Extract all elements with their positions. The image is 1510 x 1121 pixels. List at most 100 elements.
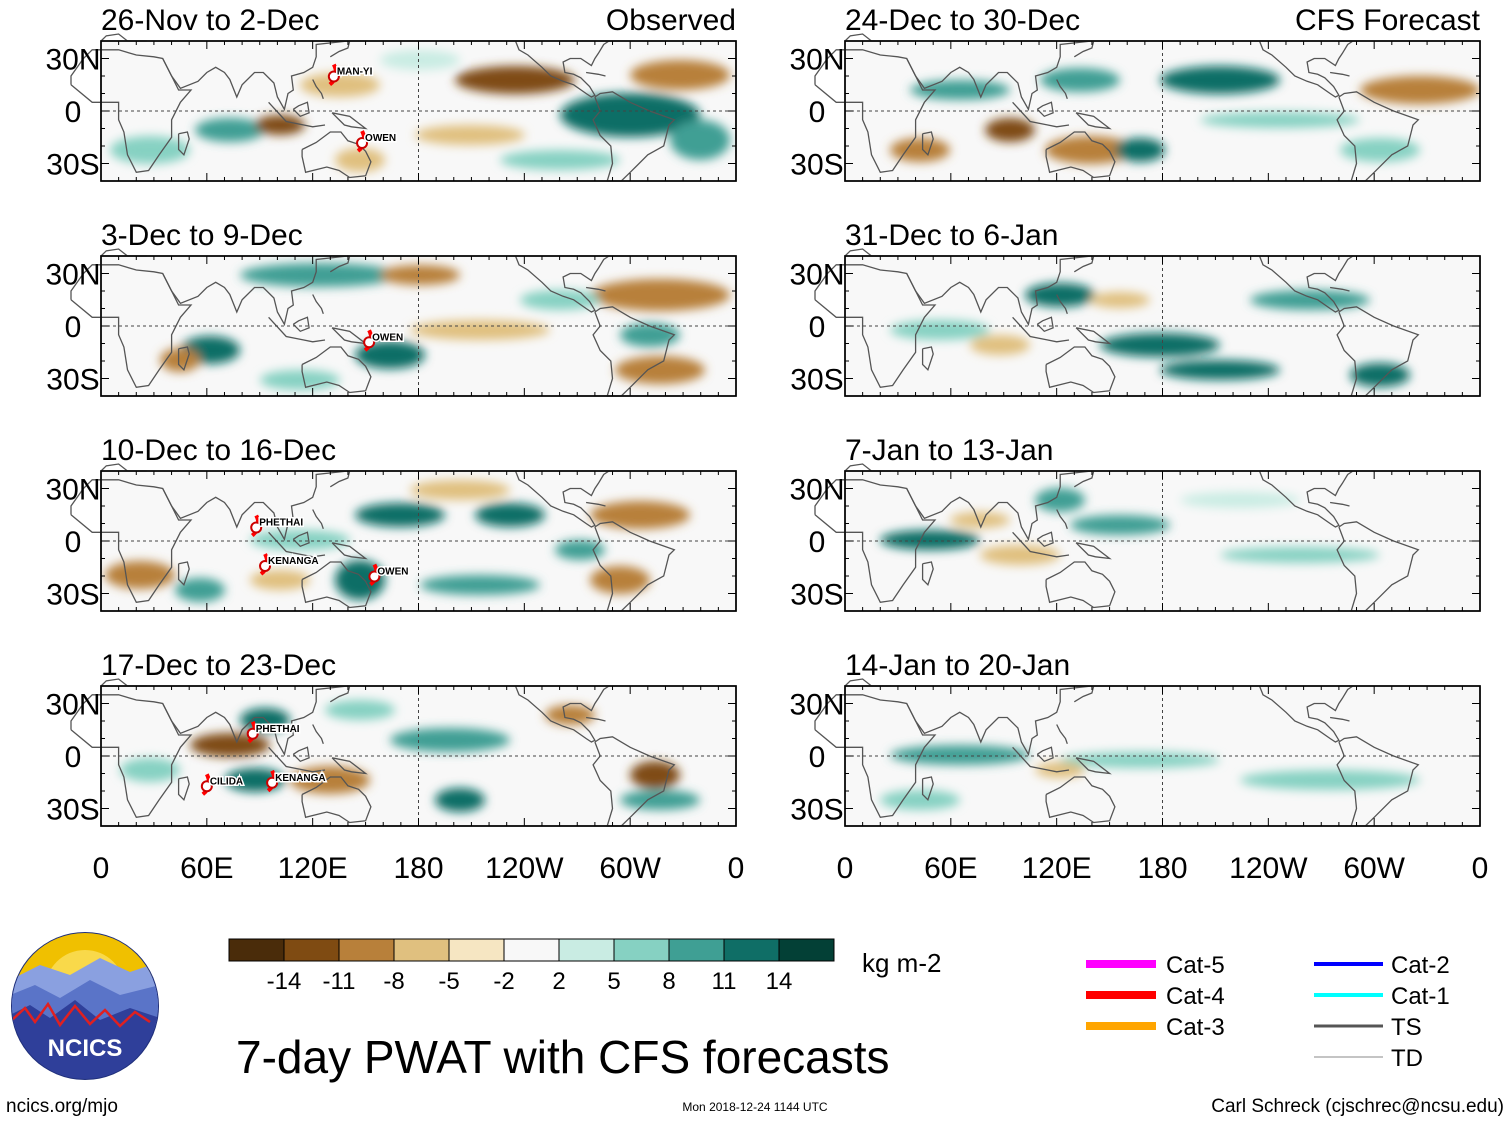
coastline [514,40,610,98]
coastline [1330,716,1350,722]
storm-marker[interactable]: PHETHAI [250,514,305,538]
lon-label: 0 [728,852,745,885]
coastline [921,561,934,587]
timestamp: Mon 2018-12-24 1144 UTC [682,1100,828,1114]
colorbar-segment [393,938,450,962]
coastline [331,542,368,560]
observed-panel-2: 3-Dec to 9-Dec [100,219,737,397]
coastline [1073,255,1095,273]
storm-marker[interactable]: MAN-YI [327,63,374,87]
panel-period-title: 10-Dec to 16-Dec [101,434,336,467]
storm-symbol-icon [200,780,213,793]
coastline [177,346,190,372]
panel-frame: 30N 0 30S [789,463,1481,612]
lon-label: 0 [1472,852,1489,885]
panel-frame: 30N 0 30S [789,33,1481,182]
colorbar-segment [228,938,285,962]
forecast-panel-3: 7-Jan to 13-Jan [844,434,1481,612]
storm-symbol-icon [259,560,272,572]
coastline [1258,255,1354,313]
coastline [301,776,372,824]
lat-label: 30S [790,794,843,827]
coastline [70,694,193,819]
coastline [292,531,310,548]
colorbar-segment [448,938,505,962]
coastline [906,40,1092,112]
colorbar-segment [503,938,560,962]
lon-label: 120W [1229,852,1308,885]
coastline [329,470,351,488]
lat-label: 0 [65,526,82,559]
storm-marker[interactable]: PHETHAI [246,720,301,744]
coastline [177,561,190,587]
lat-label: 30N [45,259,100,292]
coastline [1330,71,1350,77]
colorbar-segment [558,938,615,962]
storm-marker[interactable]: OWEN [356,130,398,153]
coastline [1036,746,1054,763]
colorbar-segment [338,938,395,962]
lon-label: 180 [393,852,443,885]
coastline [1258,685,1354,743]
coastline [1036,531,1054,548]
lat-label: 0 [809,311,826,344]
colorbar-units: kg m-2 [862,948,941,978]
storm-marker[interactable]: CILIDA [200,773,245,796]
legend-item: Cat-2 [1314,952,1450,979]
lon-label: 180 [1137,852,1187,885]
legend-item: TS [1314,1014,1422,1041]
coastline [329,40,351,58]
storm-marker[interactable]: OWEN [363,329,405,352]
coastline [301,346,372,394]
coastline [906,470,1092,542]
observed-panel-4: 17-Dec to 23-Dec [100,649,737,827]
coastline [301,561,372,609]
pwat-anomaly-field [890,66,1480,164]
coastline [1012,316,1070,343]
lon-label: 60E [180,852,233,885]
coastline [312,79,324,100]
colorbar-segment [778,938,835,962]
coastline [592,91,676,182]
observed-panel-3: 10-Dec to 16-Dec [100,434,737,612]
lat-label: 30N [45,474,100,507]
storm-symbol-icon [327,70,340,83]
colorbar-tick-label: 5 [607,968,620,995]
coastline [331,112,368,130]
lat-label: 30N [789,474,844,507]
coastline [586,716,606,722]
colorbar-segment [668,938,725,962]
coastline [592,736,676,827]
coastline [1056,509,1068,530]
legend-label: Cat-2 [1391,952,1450,979]
coastline [592,306,676,397]
lat-label: 30S [46,149,99,182]
coastline [70,479,193,604]
lat-label: 0 [809,741,826,774]
storm-marker[interactable]: OWEN [368,563,410,587]
panel-frame: 30N 0 30S [45,248,737,397]
lat-label: 30S [790,364,843,397]
coastline [814,264,937,389]
colorbar-tick-label: 8 [662,968,675,995]
coastline [162,685,348,757]
storm-name: CILIDA [210,776,243,787]
storm-tracks: MAN-YI OWEN OWEN PHETHAI KENANGA OWEN PHETHAI C… [200,63,410,796]
website-link[interactable]: ncics.org/mjo [6,1096,118,1117]
storm-marker[interactable]: KENANGA [266,769,327,793]
storm-marker[interactable]: KENANGA [259,553,320,576]
coastline [1045,776,1116,824]
panel-period-title: 14-Jan to 20-Jan [845,649,1070,682]
storm-symbol-icon [250,521,263,534]
storm-name: PHETHAI [259,518,303,529]
lon-label: 60W [599,852,661,885]
coastline [906,685,1092,757]
lat-label: 0 [65,311,82,344]
lon-label: 0 [837,852,854,885]
storm-name: OWEN [377,567,408,578]
coastline [814,694,937,819]
panel-period-title: 31-Dec to 6-Jan [845,219,1058,252]
coastline [1073,685,1095,703]
colorbar-tick-label: -5 [438,968,459,995]
